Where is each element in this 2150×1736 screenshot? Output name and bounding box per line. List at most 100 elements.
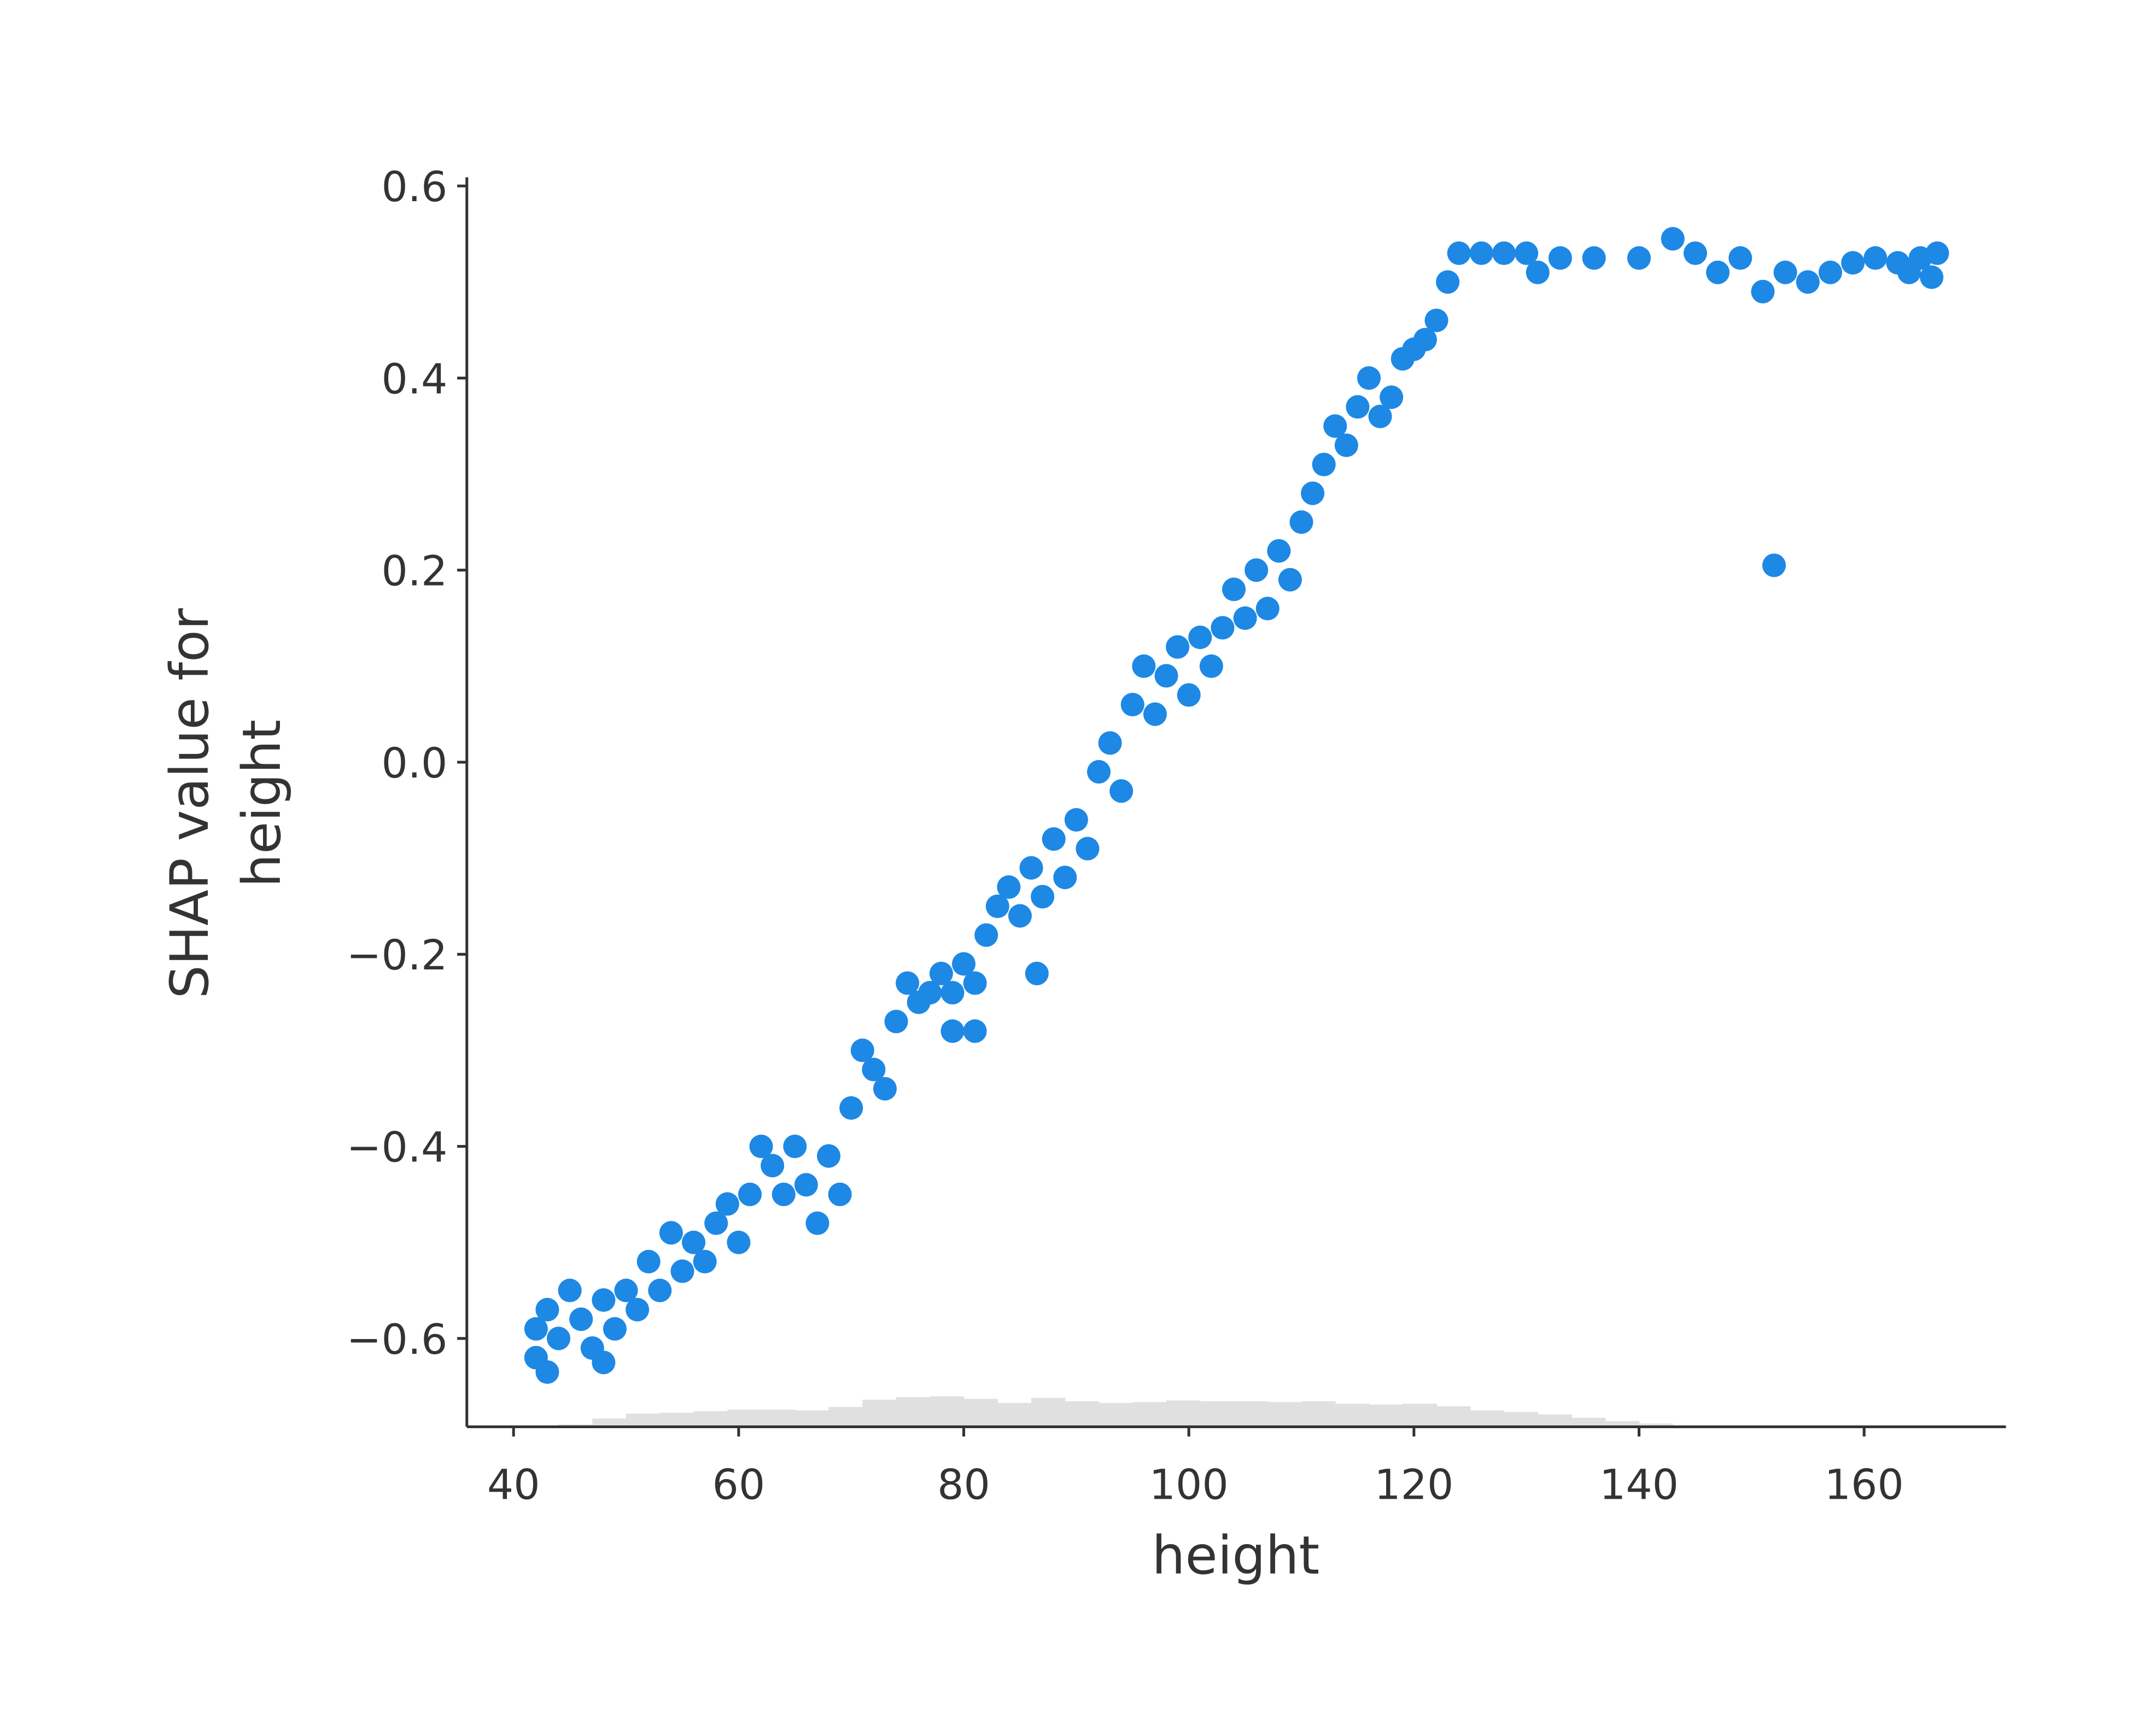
histogram-bar xyxy=(1605,1421,1640,1427)
histogram-bar xyxy=(592,1418,627,1427)
point xyxy=(1380,385,1404,410)
histogram-bar xyxy=(1571,1417,1606,1427)
histogram-bar xyxy=(1234,1401,1269,1427)
point xyxy=(1920,265,1944,289)
y-tick-label: 0.4 xyxy=(381,354,447,403)
point xyxy=(794,1173,818,1197)
point xyxy=(524,1317,548,1341)
y-tick-label: −0.2 xyxy=(347,931,448,979)
point xyxy=(1469,241,1493,265)
point xyxy=(963,1019,987,1043)
x-axis-label: height xyxy=(1152,1525,1319,1586)
histogram-bar xyxy=(659,1412,694,1427)
point xyxy=(873,1077,897,1101)
point xyxy=(884,1009,908,1033)
point xyxy=(862,1057,886,1082)
y-tick-label: −0.6 xyxy=(347,1315,448,1364)
point xyxy=(1154,664,1178,688)
histogram-bar xyxy=(693,1411,728,1427)
point xyxy=(1132,654,1156,678)
histogram-bar xyxy=(963,1399,998,1427)
point xyxy=(1120,693,1144,717)
point xyxy=(1751,279,1775,303)
point xyxy=(951,952,976,976)
point xyxy=(738,1182,762,1206)
point xyxy=(1413,328,1437,352)
point xyxy=(805,1211,829,1235)
y-tick-label: −0.4 xyxy=(347,1123,448,1171)
histogram-bar xyxy=(1639,1423,1674,1427)
point xyxy=(1526,260,1550,284)
point xyxy=(670,1259,694,1283)
point xyxy=(1188,626,1212,650)
point xyxy=(1368,405,1392,429)
point xyxy=(1841,251,1865,275)
point xyxy=(1447,241,1471,265)
x-tick-label: 140 xyxy=(1599,1460,1679,1509)
point xyxy=(558,1278,582,1302)
point xyxy=(1166,635,1190,659)
point xyxy=(636,1249,661,1273)
point xyxy=(1925,241,1949,265)
point xyxy=(1019,856,1043,880)
x-tick-label: 160 xyxy=(1825,1460,1904,1509)
point xyxy=(1086,760,1111,784)
point xyxy=(1098,731,1122,755)
point xyxy=(1199,654,1223,678)
histogram-bar xyxy=(1436,1406,1471,1427)
point xyxy=(1796,270,1820,294)
point xyxy=(1143,702,1167,726)
histogram-bar xyxy=(1470,1410,1505,1427)
histogram-bar xyxy=(626,1413,661,1427)
point xyxy=(693,1249,717,1273)
point xyxy=(1334,433,1358,457)
x-tick-label: 80 xyxy=(937,1460,990,1509)
point xyxy=(929,961,953,985)
point xyxy=(1267,539,1291,563)
point xyxy=(1278,568,1302,592)
histogram-bar xyxy=(1538,1414,1572,1427)
point xyxy=(1245,558,1269,582)
point xyxy=(1582,246,1606,270)
y-tick-label: 0.6 xyxy=(381,162,447,211)
point xyxy=(1683,241,1707,265)
point xyxy=(985,894,1009,919)
histogram-bar xyxy=(794,1410,829,1427)
point xyxy=(682,1230,706,1254)
point xyxy=(1346,395,1370,419)
point xyxy=(659,1221,683,1245)
point xyxy=(1222,577,1246,601)
point xyxy=(1323,414,1347,438)
point xyxy=(816,1144,841,1168)
point xyxy=(918,981,942,1005)
point xyxy=(569,1307,593,1331)
histogram-bar xyxy=(997,1402,1032,1427)
point xyxy=(535,1360,559,1384)
point xyxy=(1773,260,1797,284)
point xyxy=(896,971,920,995)
y-tick-label: 0.2 xyxy=(381,547,447,595)
y-tick-label: 0.0 xyxy=(381,739,447,787)
point xyxy=(1312,452,1336,477)
histogram-bar xyxy=(1166,1400,1201,1427)
point xyxy=(1706,260,1730,284)
x-tick-label: 100 xyxy=(1149,1460,1229,1509)
point xyxy=(1025,961,1049,985)
point xyxy=(1042,827,1066,851)
point xyxy=(963,971,987,995)
point xyxy=(1211,616,1235,640)
point xyxy=(850,1038,874,1062)
point xyxy=(1863,246,1888,270)
histogram-bar xyxy=(1132,1402,1167,1427)
point xyxy=(1424,308,1448,332)
histogram-bar xyxy=(1031,1398,1066,1427)
histogram-bar xyxy=(1065,1401,1100,1427)
point xyxy=(1728,246,1752,270)
point xyxy=(626,1297,650,1322)
x-tick-label: 60 xyxy=(712,1460,766,1509)
point xyxy=(1233,606,1257,630)
point xyxy=(1031,885,1055,909)
point xyxy=(727,1230,751,1254)
histogram-bar xyxy=(1267,1402,1302,1427)
